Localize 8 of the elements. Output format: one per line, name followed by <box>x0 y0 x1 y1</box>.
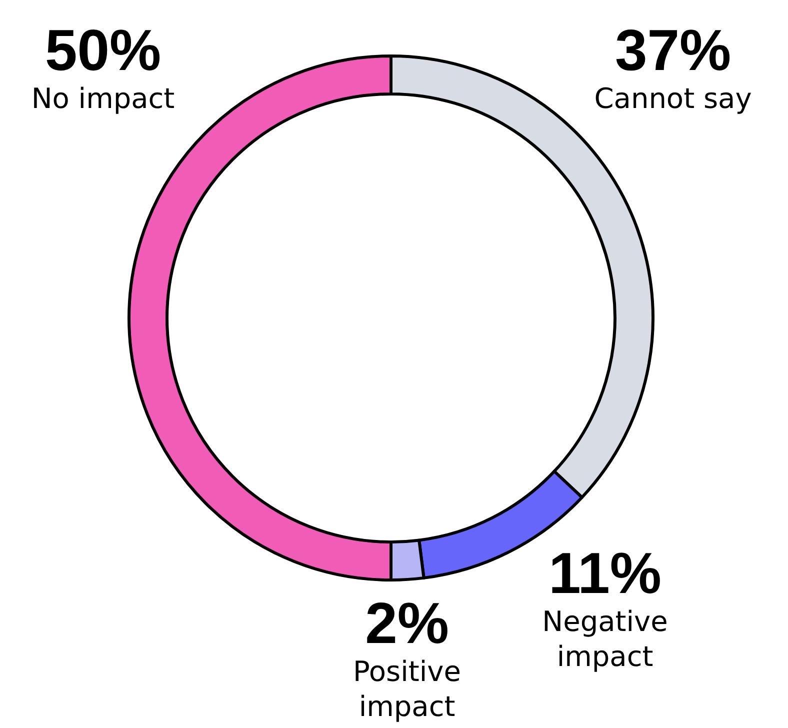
slice-label: Cannot say <box>594 82 752 115</box>
data-label: 2% <box>365 591 449 656</box>
slice-label: No impact <box>31 82 175 115</box>
slice-label: Positive impact <box>353 655 461 723</box>
data-label: 37% <box>614 18 732 83</box>
data-label: 50% <box>44 18 162 83</box>
slice-label: Negative impact <box>542 605 668 673</box>
data-label: 11% <box>548 541 662 606</box>
